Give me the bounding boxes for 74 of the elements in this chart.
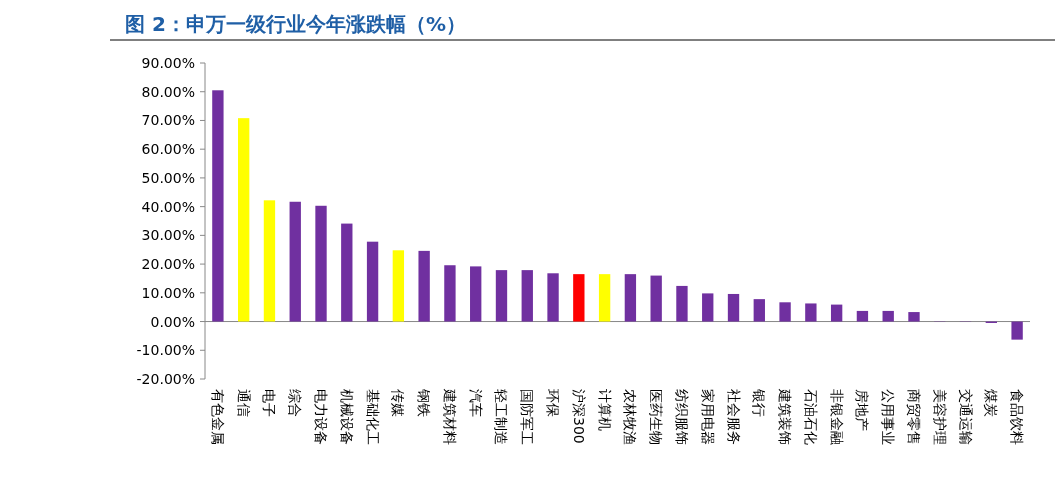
x-tick-label: 商贸零售 bbox=[905, 389, 922, 445]
bar bbox=[882, 310, 894, 322]
bar bbox=[908, 312, 920, 322]
x-tick-label: 交通运输 bbox=[957, 389, 974, 445]
x-tick-label: 社会服务 bbox=[725, 389, 742, 445]
bar bbox=[366, 241, 379, 322]
bar bbox=[212, 90, 224, 322]
x-tick-label: 非银金融 bbox=[828, 389, 845, 445]
x-tick-label: 美容护理 bbox=[931, 389, 948, 445]
x-tick-label: 轻工制造 bbox=[493, 389, 510, 445]
y-tick-label: 80.00% bbox=[141, 83, 195, 100]
y-tick-label: -20.00% bbox=[136, 371, 195, 387]
x-tick-label: 机械设备 bbox=[338, 389, 355, 445]
bar bbox=[727, 293, 740, 322]
x-tick-label: 建筑装饰 bbox=[777, 388, 794, 445]
x-tick-label: 食品饮料 bbox=[1009, 389, 1026, 445]
bar bbox=[779, 302, 791, 322]
y-tick-label: 50.00% bbox=[141, 169, 195, 186]
y-tick-label: 70.00% bbox=[141, 112, 195, 129]
bar bbox=[650, 275, 662, 322]
x-tick-label: 石油石化 bbox=[802, 389, 819, 445]
x-tick-label: 计算机 bbox=[596, 389, 613, 431]
y-tick-label: 30.00% bbox=[141, 227, 195, 244]
bar bbox=[573, 274, 585, 322]
x-tick-label: 基础化工 bbox=[364, 389, 381, 445]
bar bbox=[315, 205, 327, 322]
bar bbox=[547, 273, 559, 322]
bar bbox=[1011, 321, 1023, 340]
bar bbox=[289, 201, 301, 322]
x-tick-label: 公用事业 bbox=[880, 389, 897, 445]
bar bbox=[263, 200, 276, 322]
x-tick-label: 煤炭 bbox=[983, 389, 1000, 417]
x-tick-label: 传媒 bbox=[390, 389, 407, 417]
bar bbox=[444, 265, 456, 322]
bar bbox=[753, 299, 765, 322]
x-tick-label: 沪深300 bbox=[570, 389, 587, 444]
x-tick-label: 电力设备 bbox=[313, 389, 330, 445]
bar bbox=[805, 303, 817, 322]
x-tick-label: 家用电器 bbox=[699, 389, 716, 445]
bar bbox=[238, 118, 250, 322]
x-tick-label: 建筑材料 bbox=[441, 388, 458, 445]
y-tick-label: 20.00% bbox=[141, 256, 195, 273]
bar bbox=[624, 274, 637, 322]
bar bbox=[341, 223, 353, 322]
x-tick-label: 电子 bbox=[261, 389, 278, 417]
x-tick-label: 钢铁 bbox=[416, 388, 433, 417]
bar bbox=[418, 250, 430, 322]
bar bbox=[702, 293, 714, 322]
x-tick-label: 房地产 bbox=[854, 389, 871, 431]
chart-title: 图 2：申万一级行业今年涨跌幅（%） bbox=[125, 12, 466, 36]
y-tick-label: 90.00% bbox=[141, 55, 195, 71]
x-tick-label: 环保 bbox=[545, 389, 562, 417]
y-tick-label: 40.00% bbox=[141, 198, 195, 215]
bar bbox=[676, 285, 688, 322]
x-tick-label: 纺织服饰 bbox=[673, 389, 690, 445]
x-tick-label: 汽车 bbox=[467, 389, 484, 417]
x-tick-label: 综合 bbox=[287, 389, 304, 417]
y-tick-label: 0.00% bbox=[150, 313, 195, 330]
bar bbox=[495, 270, 508, 322]
bar bbox=[598, 274, 611, 322]
x-tick-label: 国防军工 bbox=[519, 389, 536, 445]
y-tick-label: 10.00% bbox=[141, 284, 195, 301]
x-tick-label: 医药生物 bbox=[648, 389, 665, 445]
bar bbox=[521, 270, 533, 322]
bar bbox=[856, 310, 869, 322]
y-tick-label: -10.00% bbox=[136, 342, 195, 359]
bar bbox=[392, 250, 405, 322]
x-tick-label: 银行 bbox=[751, 388, 768, 417]
x-tick-label: 有色金属 bbox=[209, 389, 226, 445]
bar bbox=[830, 304, 843, 322]
y-tick-label: 60.00% bbox=[141, 141, 195, 158]
bar bbox=[470, 266, 482, 322]
x-tick-label: 农林牧渔 bbox=[622, 389, 639, 445]
x-tick-label: 通信 bbox=[235, 389, 252, 417]
